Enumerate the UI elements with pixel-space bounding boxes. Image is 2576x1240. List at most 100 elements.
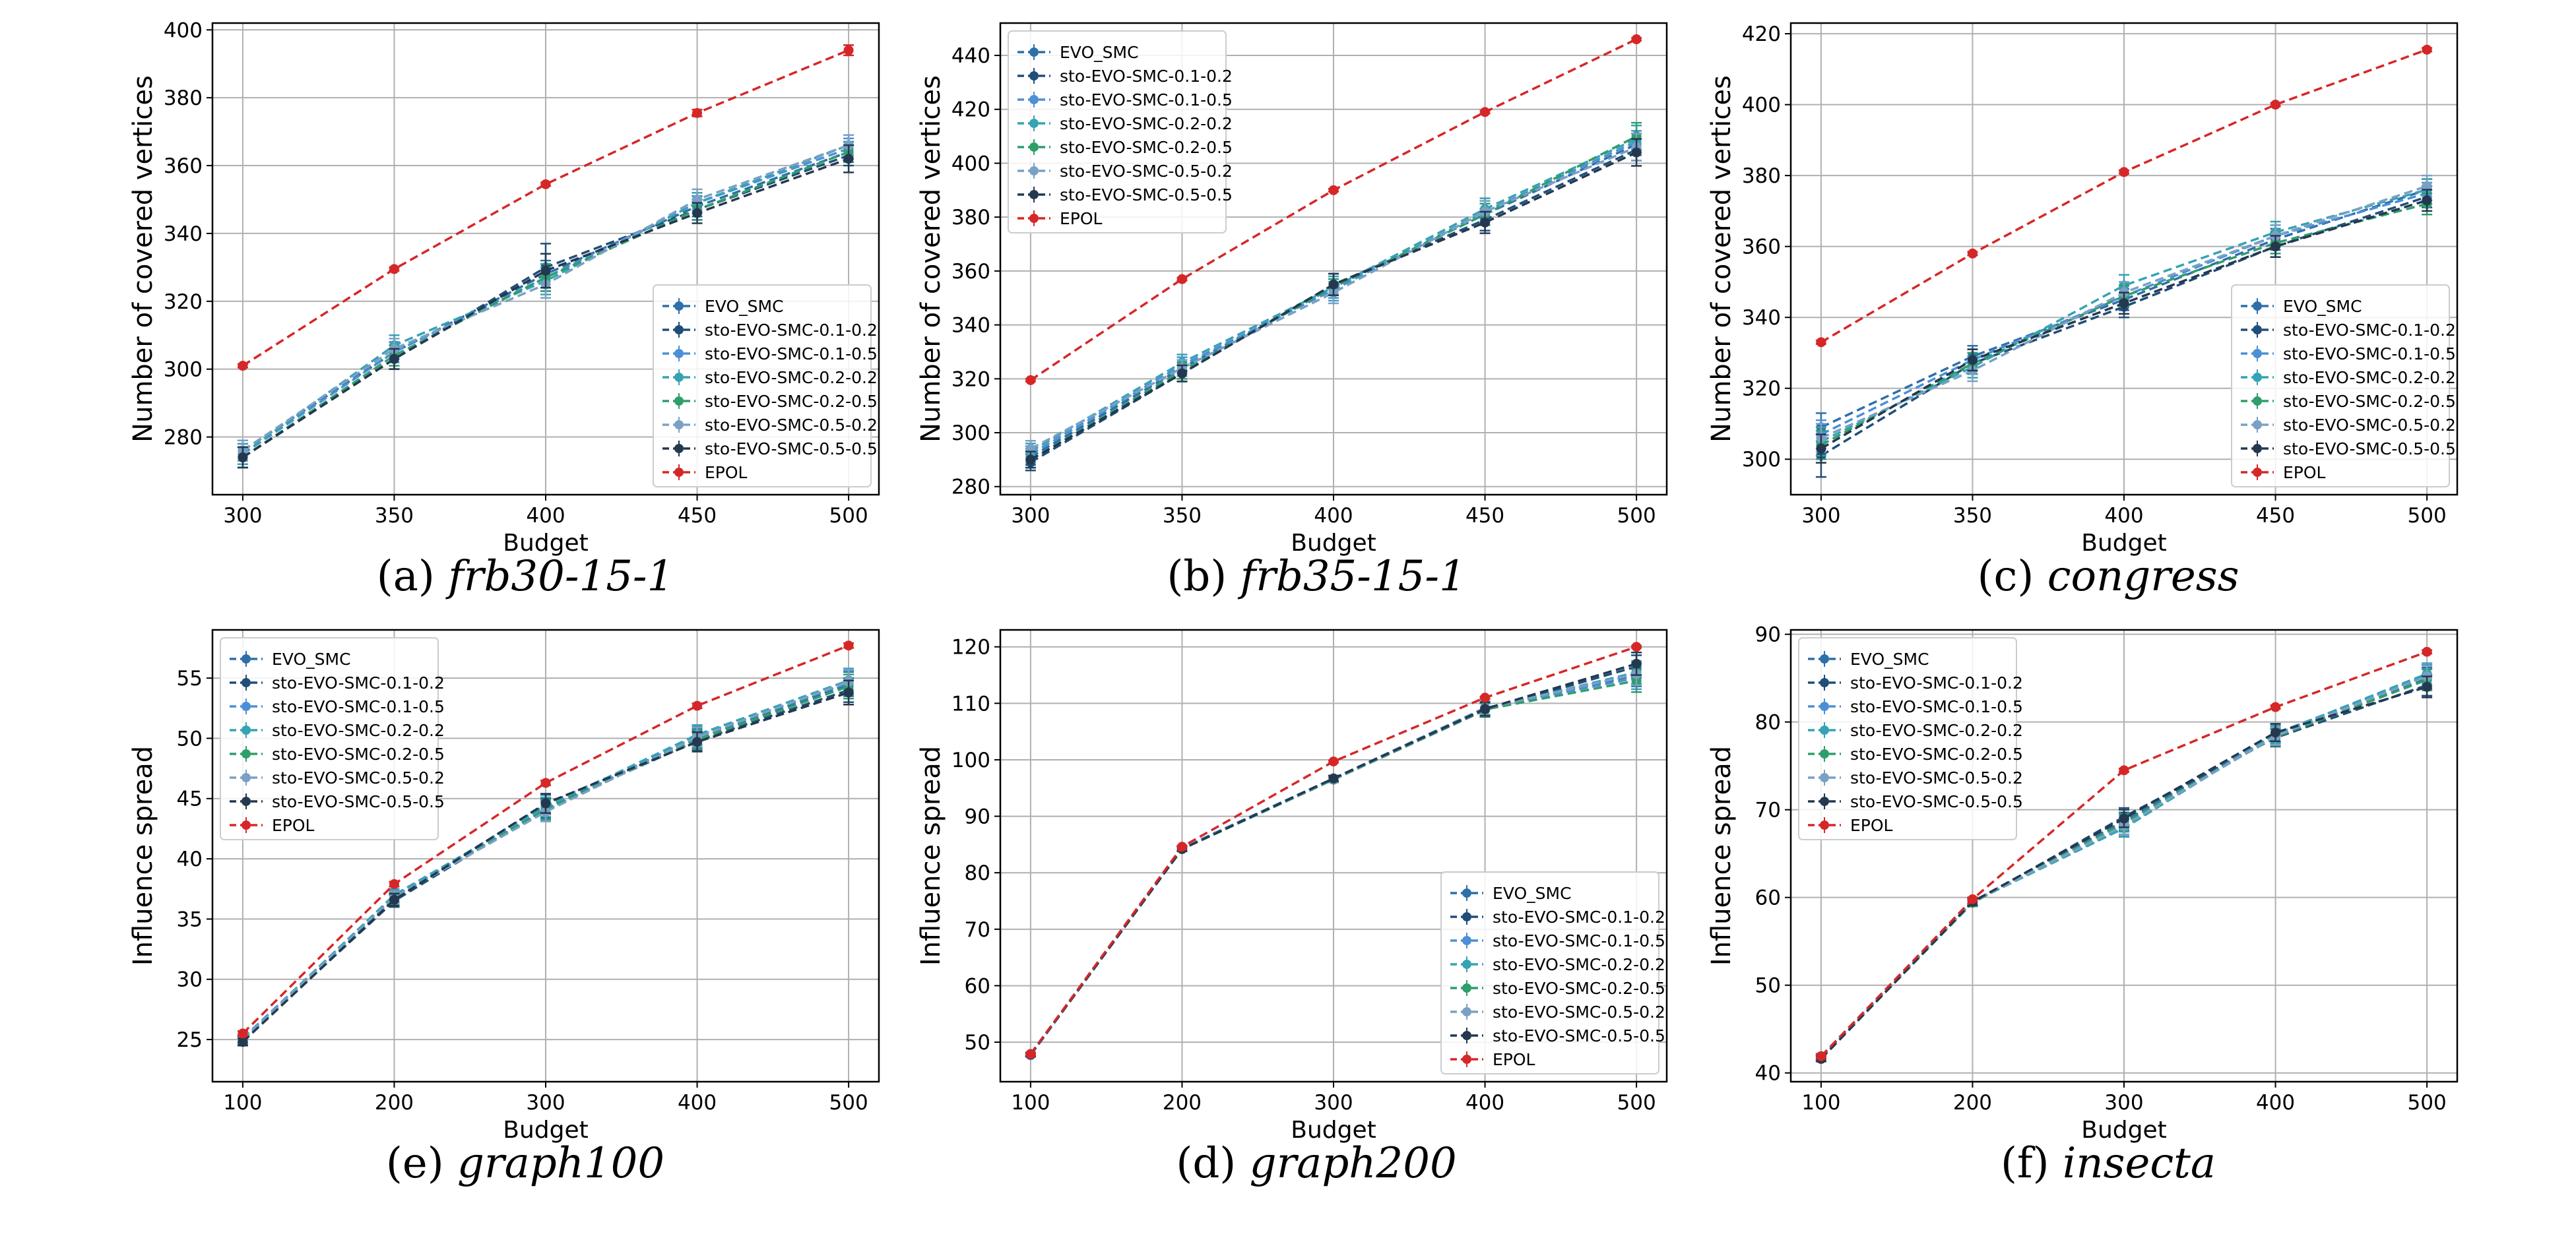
x-axis-label: Budget [2081,530,2166,557]
data-point [1025,454,1036,465]
data-point [1176,274,1187,284]
x-tick-label: 300 [223,504,262,528]
legend-label: sto-EVO-SMC-0.2-0.2 [2283,368,2456,387]
axes-frame [211,22,880,496]
data-point [692,700,703,711]
legend-label: sto-EVO-SMC-0.2-0.5 [272,745,445,764]
chart-f: 100 200 300 400 500 40 50 60 70 80 90 Budget Influen… [1706,623,2459,1188]
data-point [2119,167,2129,177]
legend-label: sto-EVO-SMC-0.5-0.2 [705,416,878,435]
y-tick-label: 360 [164,154,203,178]
chart-d: 100 200 300 400 500 50 60 70 80 90 100 110 120 Budget… [916,629,1668,1188]
legend-label: sto-EVO-SMC-0.2-0.5 [1493,979,1665,998]
data-point [843,640,854,651]
data-point [1631,34,1642,45]
x-tick-label: 500 [1617,504,1656,528]
x-tick-label: 450 [2256,504,2295,528]
legend-label: sto-EVO-SMC-0.5-0.2 [1060,162,1233,181]
x-tick-label: 350 [375,504,414,528]
series-line [1030,146,1637,450]
x-tick-label: 200 [375,1091,414,1115]
caption-label: (b) [1167,552,1240,601]
caption-label: (d) [1176,1139,1249,1188]
y-tick-label: 55 [177,667,203,691]
y-axis-label: Influence spread [916,746,946,966]
legend-label: sto-EVO-SMC-0.1-0.5 [705,344,878,363]
y-tick-label: 320 [1742,377,1781,401]
x-tick-label: 300 [1011,504,1050,528]
x-tick-label: 350 [1953,504,1992,528]
series-EPOL [1815,646,2433,1061]
axes-frame [999,22,1668,496]
data-point [2119,298,2129,309]
data-point [1480,704,1491,714]
legend-label: sto-EVO-SMC-0.5-0.5 [1493,1026,1665,1045]
x-tick-label: 500 [2408,1091,2447,1115]
y-tick-label: 380 [164,86,203,110]
data-point [2422,681,2432,692]
y-tick-label: 120 [951,636,990,660]
series-EPOL [1815,44,2433,348]
chart-b: 300 350 400 450 500 280 300 320 340 360 380 400 420 4… [916,22,1668,601]
series-EPOL [1025,642,1642,1059]
legend-label: sto-EVO-SMC-0.1-0.2 [272,673,445,693]
chart-caption: (e) graph100 [386,1139,664,1188]
legend-label: sto-EVO-SMC-0.1-0.2 [1850,673,2023,693]
x-tick-label: 300 [2104,1091,2143,1115]
y-tick-label: 40 [177,848,203,871]
data-point [2422,195,2432,206]
x-axis-label: Budget [2081,1117,2166,1144]
data-point [2422,646,2432,657]
y-tick-label: 360 [1742,235,1781,259]
data-point [2422,44,2432,55]
legend-label: sto-EVO-SMC-0.2-0.5 [1060,138,1233,157]
legend-label: sto-EVO-SMC-0.1-0.5 [1493,931,1665,950]
legend-label: sto-EVO-SMC-0.2-0.2 [1060,114,1233,133]
y-tick-label: 280 [164,426,203,450]
legend-frame [2231,284,2450,487]
legend-label: sto-EVO-SMC-0.2-0.5 [2283,392,2456,411]
data-point [238,452,248,462]
chart-caption: (f) insecta [2001,1139,2216,1188]
chart-caption: (b) frb35-15-1 [1167,552,1465,601]
data-point [238,1037,248,1047]
data-point [1631,642,1642,652]
y-tick-label: 320 [951,367,990,391]
y-tick-label: 50 [1755,974,1781,998]
series-sto-EVO-SMC-0.5-0.5 [237,144,854,469]
y-tick-label: 90 [1755,623,1781,647]
legend-label: sto-EVO-SMC-0.2-0.2 [1850,721,2023,740]
caption-dataset-name: insecta [2063,1139,2216,1188]
data-point [540,266,551,276]
data-point [2270,728,2281,738]
legend-label: EPOL [1060,209,1103,228]
x-tick-label: 400 [2256,1091,2295,1115]
y-tick-label: 400 [951,152,990,175]
chart-caption: (c) congress [1978,552,2239,601]
y-tick-label: 400 [1742,94,1781,117]
data-point [1328,757,1339,767]
data-point [389,894,399,905]
legend-label: EPOL [2283,463,2326,482]
data-point [1025,1049,1036,1059]
legend-label: sto-EVO-SMC-0.5-0.5 [705,439,878,458]
x-tick-label: 400 [678,1091,717,1115]
y-tick-label: 60 [965,974,990,998]
legend: EVO_SMC sto-EVO-SMC-0.1-0.2 sto-EVO-SMC-0.… [653,284,878,487]
legend-frame [1440,871,1659,1074]
data-point [692,208,703,218]
axes-frame [999,629,1668,1083]
legend-label: EPOL [705,463,748,482]
y-axis-label: Number of covered vertices [128,75,158,443]
legend-label: sto-EVO-SMC-0.5-0.2 [1493,1003,1665,1022]
legend-label: EVO_SMC [1850,650,1929,669]
data-point [1967,894,1978,904]
x-tick-label: 100 [1801,1091,1840,1115]
data-point [2270,241,2281,252]
legend-label: sto-EVO-SMC-0.5-0.2 [1850,768,2023,788]
x-tick-label: 100 [223,1091,262,1115]
y-tick-label: 25 [177,1028,203,1052]
legend-label: sto-EVO-SMC-0.2-0.2 [705,368,878,387]
y-tick-label: 40 [1755,1062,1781,1086]
y-tick-label: 60 [1755,886,1781,910]
